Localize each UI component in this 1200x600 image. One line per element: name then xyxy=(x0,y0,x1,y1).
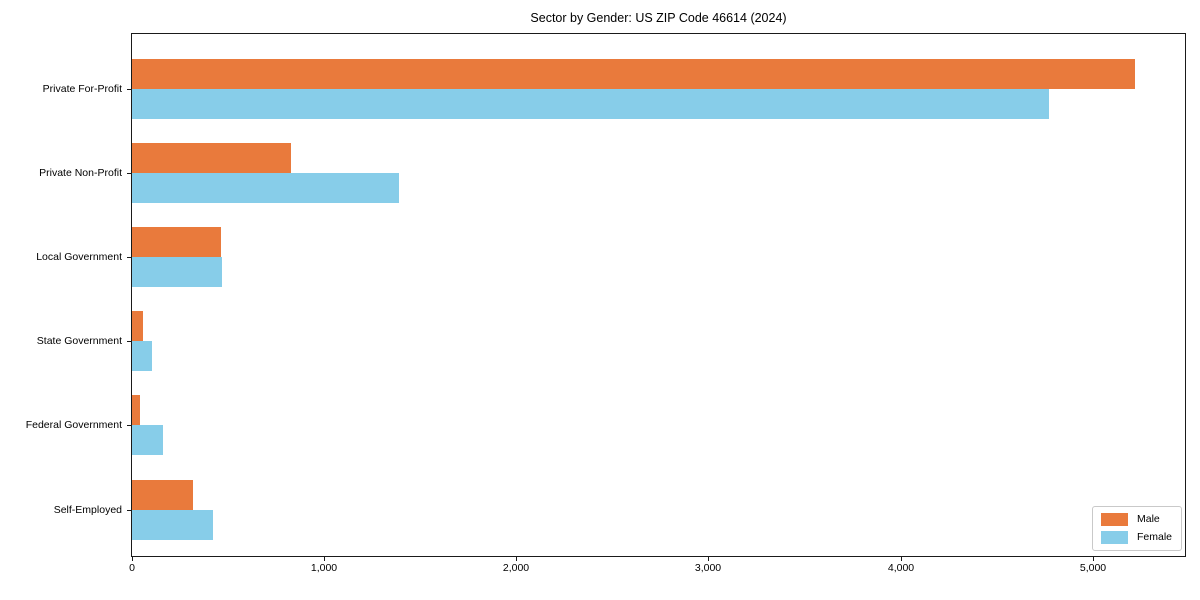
legend-swatch-female xyxy=(1100,531,1128,544)
bar-male-private-for-profit xyxy=(132,58,1135,89)
x-tick-mark xyxy=(1093,557,1094,561)
x-tick-mark xyxy=(516,557,517,561)
y-tick-mark xyxy=(127,341,131,343)
bar-female-federal-government xyxy=(132,425,163,456)
bar-female-self-employed xyxy=(132,509,213,540)
x-tick-mark xyxy=(132,557,133,561)
legend-label-female: Female xyxy=(1136,531,1172,543)
bar-male-federal-government xyxy=(132,395,140,426)
bar-female-state-government xyxy=(132,341,152,372)
x-tick-label-2-000: 2,000 xyxy=(502,562,530,574)
chart-title: Sector by Gender: US ZIP Code 46614 (202… xyxy=(530,11,787,25)
y-tick-label-state-government: State Government xyxy=(36,335,122,348)
y-tick-mark xyxy=(127,172,131,174)
legend-label-male: Male xyxy=(1136,513,1160,525)
x-tick-mark xyxy=(324,557,325,561)
x-tick-label-4-000: 4,000 xyxy=(887,562,915,574)
bar-male-local-government xyxy=(132,226,221,257)
y-tick-mark xyxy=(127,88,131,90)
bar-male-self-employed xyxy=(132,479,193,510)
x-tick-label-0: 0 xyxy=(129,562,135,574)
x-tick-mark xyxy=(901,557,902,561)
x-tick-label-3-000: 3,000 xyxy=(694,562,722,574)
y-tick-mark xyxy=(127,425,131,427)
bar-male-private-non-profit xyxy=(132,142,291,173)
bar-female-private-for-profit xyxy=(132,88,1049,119)
legend-item-female: Female xyxy=(1100,531,1172,544)
legend: Male Female xyxy=(1091,506,1182,551)
y-tick-label-self-employed: Self-Employed xyxy=(53,503,122,516)
y-tick-mark xyxy=(127,256,131,258)
y-tick-label-federal-government: Federal Government xyxy=(25,419,122,432)
bar-female-local-government xyxy=(132,256,222,287)
legend-swatch-male xyxy=(1100,513,1128,526)
bar-female-private-non-profit xyxy=(132,172,399,203)
x-tick-mark xyxy=(708,557,709,561)
legend-item-male: Male xyxy=(1100,513,1172,526)
y-tick-label-local-government: Local Government xyxy=(36,250,122,263)
x-tick-label-5-000: 5,000 xyxy=(1079,562,1107,574)
y-tick-label-private-for-profit: Private For-Profit xyxy=(42,82,122,95)
plot-area: Male Female xyxy=(131,33,1186,557)
y-tick-label-private-non-profit: Private Non-Profit xyxy=(39,166,122,179)
bar-male-state-government xyxy=(132,311,143,342)
y-tick-mark xyxy=(127,509,131,511)
x-tick-label-1-000: 1,000 xyxy=(310,562,338,574)
